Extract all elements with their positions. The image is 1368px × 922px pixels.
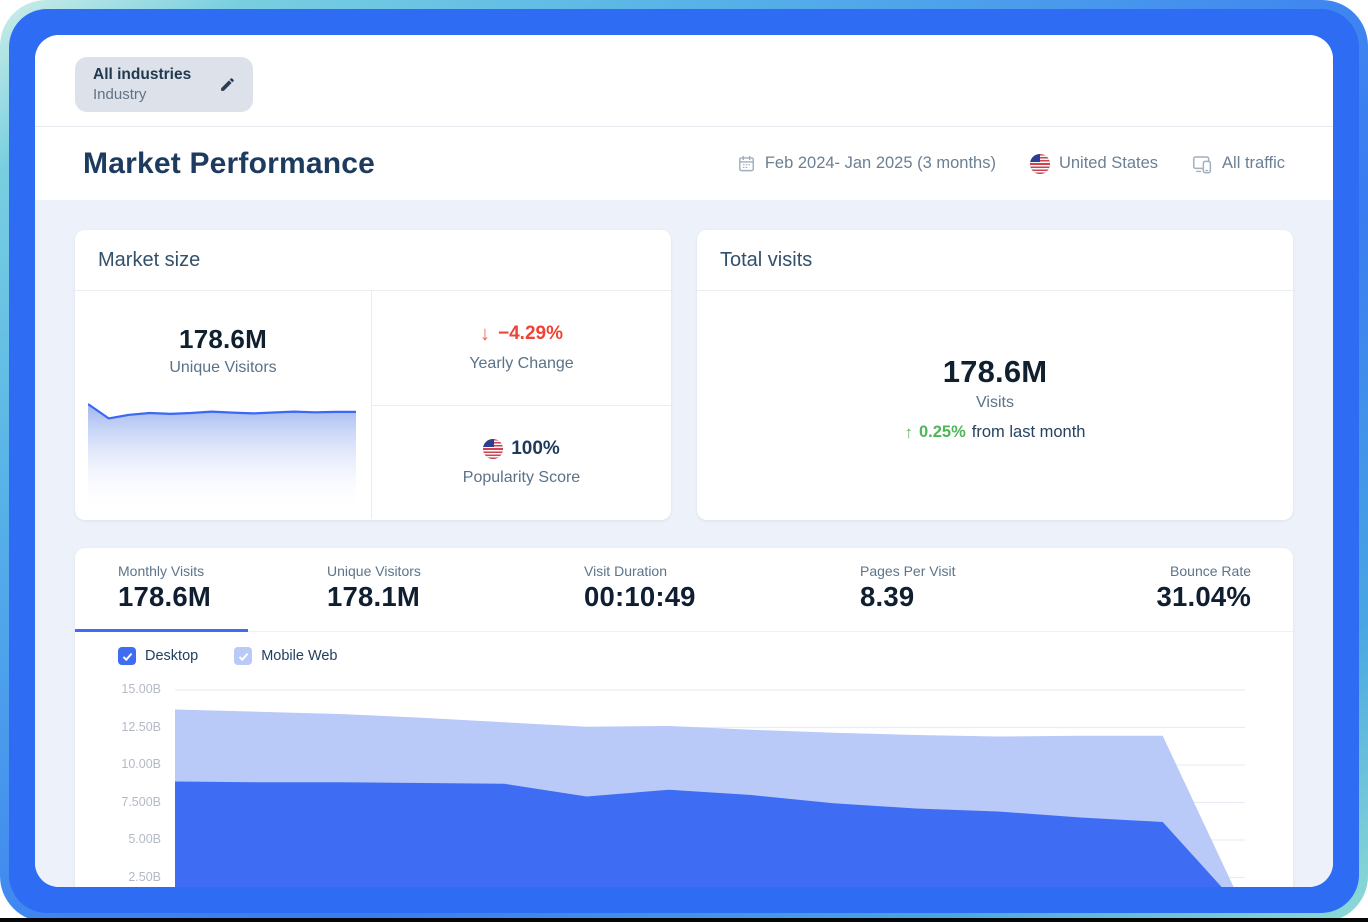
traffic-label: All traffic (1222, 154, 1285, 172)
y-axis-tick: 10.00B (121, 757, 161, 771)
desktop-checkbox[interactable] (118, 647, 136, 665)
y-axis-tick: 12.50B (121, 719, 161, 734)
calendar-icon (737, 154, 756, 173)
metric-value: 8.39 (860, 581, 915, 612)
metric-tabs-row: Monthly Visits 178.6M Unique Visitors 17… (75, 548, 1293, 632)
page-title: Market Performance (83, 146, 376, 180)
metric-tab-pages-per-visit[interactable]: Pages Per Visit 8.39 (860, 548, 1115, 631)
traffic-filter[interactable]: All traffic (1192, 154, 1285, 174)
total-visits-label: Visits (976, 393, 1014, 411)
edit-pencil-icon[interactable] (219, 76, 236, 93)
industry-chip-text: All industries Industry (93, 65, 191, 104)
top-cards-row: Market size 178.6M Unique Visitors (75, 230, 1293, 520)
y-axis-tick: 7.500B (121, 794, 161, 809)
all-devices-icon (1192, 154, 1213, 174)
down-arrow-icon: ↓ (480, 322, 490, 345)
country-filter[interactable]: United States (1029, 153, 1159, 174)
unique-visitors-cell: 178.6M Unique Visitors (75, 291, 372, 519)
content-area: Market size 178.6M Unique Visitors (35, 200, 1333, 887)
metrics-chart-card: Monthly Visits 178.6M Unique Visitors 17… (75, 548, 1293, 887)
metric-label: Visit Duration (584, 563, 668, 579)
unique-visitors-label: Unique Visitors (169, 359, 277, 376)
country-label: United States (1058, 154, 1159, 172)
metric-label: Unique Visitors (327, 563, 421, 579)
legend-item-desktop[interactable]: Desktop (118, 647, 198, 665)
y-axis-tick: 15.00B (121, 682, 161, 696)
industry-chip-label: Industry (93, 86, 147, 103)
metric-tab-bounce-rate[interactable]: Bounce Rate 31.04% (1115, 548, 1293, 631)
us-flag-icon (1029, 153, 1050, 174)
total-visits-card: Total visits 178.6M Visits ↑ 0.25% from … (697, 230, 1293, 520)
yearly-change-cell: ↓ −4.29% Yearly Change (372, 291, 671, 406)
metric-label: Pages Per Visit (860, 563, 956, 579)
screenshot-bottom-edge (0, 918, 1368, 922)
us-flag-icon (483, 438, 504, 459)
top-bar: All industries Industry (35, 35, 1333, 127)
popularity-score-cell: 100% Popularity Score (372, 406, 671, 520)
legend-label: Mobile Web (261, 648, 338, 664)
y-axis-tick: 5.00B (128, 832, 161, 846)
page-header: Market Performance Feb 2024- Jan 2025 (3… (35, 127, 1333, 200)
total-visits-value: 178.6M (942, 353, 1048, 389)
metric-value: 178.6M (118, 581, 211, 612)
market-size-right: ↓ −4.29% Yearly Change 100% Popu (372, 291, 671, 519)
unique-visitors-sparkline (88, 395, 356, 517)
yearly-change-value: −4.29% (498, 323, 563, 345)
date-range-label: Feb 2024- Jan 2025 (3 months) (764, 154, 996, 172)
chart-legend: Desktop Mobile Web (75, 632, 1293, 672)
metric-label: Monthly Visits (118, 563, 205, 579)
metric-tab-visit-duration[interactable]: Visit Duration 00:10:49 (584, 548, 860, 631)
unique-visitors-value: 178.6M (179, 324, 267, 354)
yearly-change-value-row: ↓ −4.29% (480, 323, 563, 346)
popularity-value-row: 100% (483, 438, 560, 460)
app-page: All industries Industry Market Performan… (35, 35, 1333, 887)
market-size-card: Market size 178.6M Unique Visitors (75, 230, 671, 520)
up-arrow-icon: ↑ (904, 422, 913, 442)
change-percent: 0.25% (918, 423, 966, 441)
yearly-change-label: Yearly Change (469, 354, 574, 372)
metric-label: Bounce Rate (1170, 563, 1251, 579)
metric-value: 178.1M (327, 581, 420, 612)
market-size-title: Market size (75, 230, 671, 291)
active-tab-underline (75, 629, 248, 632)
y-axis-tick: 2.50B (128, 869, 161, 884)
header-filters: Feb 2024- Jan 2025 (3 months) United Sta… (737, 153, 1285, 174)
metric-value: 00:10:49 (584, 581, 696, 612)
legend-label: Desktop (145, 648, 199, 664)
metric-tab-monthly-visits[interactable]: Monthly Visits 178.6M (75, 548, 327, 631)
popularity-label: Popularity Score (462, 468, 581, 486)
total-visits-title: Total visits (697, 230, 1293, 291)
change-suffix: from last month (971, 423, 1086, 441)
legend-item-mobile-web[interactable]: Mobile Web (234, 647, 338, 665)
mobile-web-checkbox[interactable] (234, 647, 253, 665)
market-size-body: 178.6M Unique Visitors ↓ −4.29% (75, 291, 671, 519)
metric-tab-unique-visitors[interactable]: Unique Visitors 178.1M (327, 548, 584, 631)
total-visits-change: ↑ 0.25% from last month (904, 423, 1085, 443)
industry-chip[interactable]: All industries Industry (75, 57, 254, 112)
industry-chip-value: All industries (93, 66, 192, 83)
metric-value: 31.04% (1156, 581, 1251, 612)
total-visits-body: 178.6M Visits ↑ 0.25% from last month (697, 291, 1293, 519)
popularity-value: 100% (511, 437, 560, 459)
traffic-area-chart: 15.00B 12.50B 10.00B 7.500B 5.00B 2.50B (75, 680, 1293, 887)
date-range-filter[interactable]: Feb 2024- Jan 2025 (3 months) (737, 154, 996, 173)
